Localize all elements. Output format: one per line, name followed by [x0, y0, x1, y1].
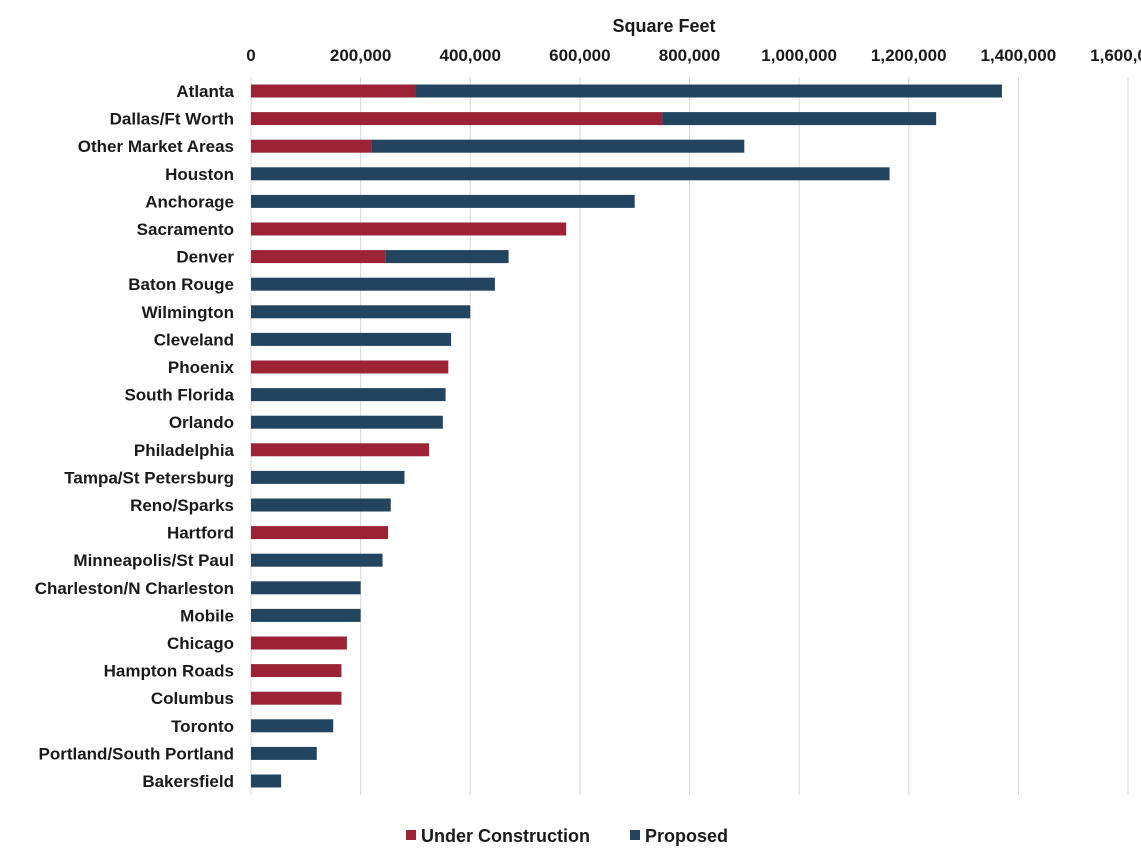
bar-under-construction — [251, 112, 663, 126]
x-tick-label: 600,000 — [549, 46, 610, 65]
category-label: Denver — [176, 248, 234, 267]
bar-proposed — [251, 498, 391, 512]
category-labels: Atlanta Dallas/Ft Worth Other Market Areas… — [35, 82, 235, 791]
bar-under-construction — [251, 222, 567, 236]
bar-proposed — [251, 581, 361, 595]
bar-proposed — [251, 608, 361, 622]
bar-proposed — [251, 388, 446, 402]
x-tick-label: 1,200,000 — [871, 46, 947, 65]
category-label: Toronto — [171, 717, 234, 736]
category-label: Charleston/N Charleston — [35, 579, 234, 598]
bar-proposed — [251, 277, 495, 291]
legend: Under Construction Proposed — [406, 826, 728, 846]
category-label: South Florida — [124, 386, 234, 405]
x-tick-label: 400,000 — [440, 46, 501, 65]
x-tick-label: 1,000,000 — [761, 46, 837, 65]
bar-under-construction — [251, 84, 416, 98]
category-label: Sacramento — [137, 220, 234, 239]
bar-proposed — [415, 84, 1002, 98]
legend-swatch — [406, 830, 416, 840]
category-label: Dallas/Ft Worth — [110, 110, 234, 129]
bar-proposed — [662, 112, 937, 126]
x-axis-title: Square Feet — [612, 16, 715, 36]
category-label: Bakersfield — [142, 772, 234, 791]
category-label: Hampton Roads — [104, 662, 234, 681]
bar-under-construction — [251, 139, 372, 153]
x-tick-label: 0 — [246, 46, 255, 65]
category-label: Wilmington — [142, 303, 234, 322]
category-label: Other Market Areas — [78, 137, 234, 156]
bar-under-construction — [251, 250, 386, 264]
bar-under-construction — [251, 443, 430, 457]
bar-proposed — [371, 139, 745, 153]
category-label: Chicago — [167, 634, 234, 653]
bar-under-construction — [251, 636, 347, 650]
bar-under-construction — [251, 360, 449, 374]
bar-proposed — [251, 332, 452, 346]
category-label: Reno/Sparks — [130, 496, 234, 515]
bar-proposed — [251, 305, 471, 319]
x-tick-label: 1,400,000 — [981, 46, 1057, 65]
x-axis-tick-labels: 0 200,000 400,000 600,000 800,000 1,000,000 1,… — [246, 46, 1141, 65]
category-label: Atlanta — [176, 82, 234, 101]
bar-proposed — [251, 415, 443, 429]
legend-swatch — [630, 830, 640, 840]
bar-proposed — [251, 746, 317, 760]
bar-proposed — [385, 250, 509, 264]
bars — [251, 84, 1002, 788]
category-label: Hartford — [167, 524, 234, 543]
x-tick-label: 800,000 — [659, 46, 720, 65]
bar-proposed — [251, 194, 635, 208]
category-label: Portland/South Portland — [39, 744, 235, 763]
bar-proposed — [251, 470, 405, 484]
category-label: Baton Rouge — [128, 275, 234, 294]
category-label: Houston — [165, 165, 234, 184]
category-label: Anchorage — [145, 192, 234, 211]
bar-proposed — [251, 553, 383, 567]
category-label: Orlando — [169, 413, 234, 432]
category-label: Philadelphia — [134, 441, 235, 460]
x-tick-label: 1,600,000 — [1090, 46, 1141, 65]
category-label: Columbus — [151, 689, 234, 708]
category-label: Mobile — [180, 606, 234, 625]
bar-under-construction — [251, 664, 342, 678]
bar-proposed — [251, 167, 890, 181]
bar-proposed — [251, 774, 282, 788]
legend-label: Under Construction — [421, 826, 590, 846]
category-label: Cleveland — [154, 330, 234, 349]
bar-proposed — [251, 719, 334, 733]
category-label: Phoenix — [168, 358, 235, 377]
category-label: Minneapolis/St Paul — [73, 551, 234, 570]
gridlines — [250, 77, 1129, 795]
bar-under-construction — [251, 691, 342, 705]
category-label: Tampa/St Petersburg — [64, 468, 234, 487]
x-tick-label: 200,000 — [330, 46, 391, 65]
bar-under-construction — [251, 526, 389, 540]
legend-label: Proposed — [645, 826, 728, 846]
